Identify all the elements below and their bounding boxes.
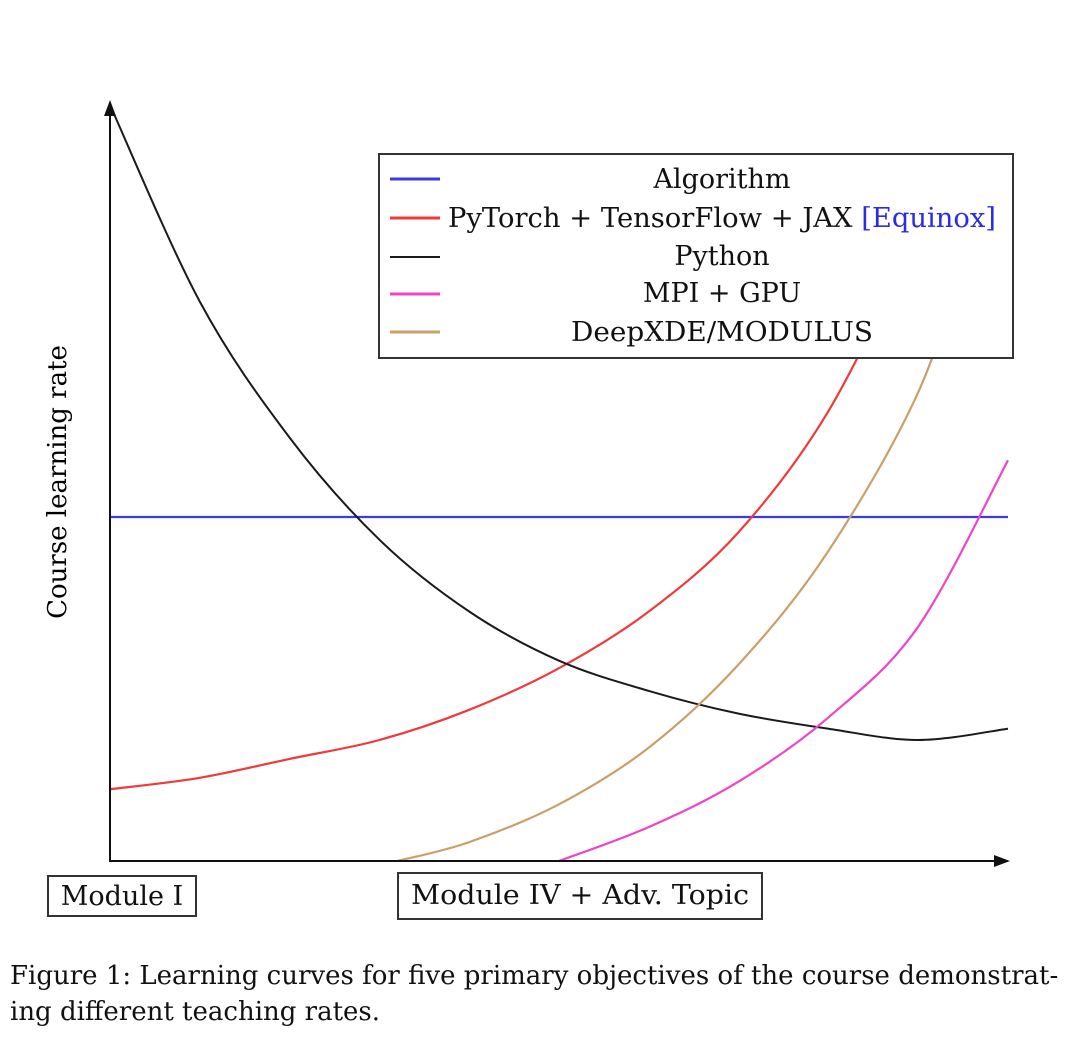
- figure-caption: Figure 1: Learning curves for five prima…: [10, 961, 1059, 1027]
- series-line-pytorch: [110, 233, 920, 791]
- x-tick-module-1: Module I: [47, 875, 197, 917]
- series-line-deepxde: [397, 233, 974, 860]
- legend-label-pytorch: PyTorch + TensorFlow + JAX [Equinox]: [448, 203, 996, 234]
- legend-label-deepxde: DeepXDE/MODULUS: [571, 317, 873, 348]
- legend-label-mpi: MPI + GPU: [643, 278, 801, 309]
- y-axis-arrowhead: [104, 100, 116, 116]
- series-line-mpi: [558, 459, 1009, 860]
- x-axis-arrowhead: [994, 855, 1010, 867]
- learning-curves-chart: Course learning rate Algorithm PyTorch +…: [43, 100, 1014, 920]
- y-axis-label: Course learning rate: [43, 345, 73, 619]
- legend-label-algorithm: Algorithm: [652, 164, 790, 195]
- x-tick-module-4: Module IV + Adv. Topic: [397, 872, 763, 920]
- x-tick-label: Module IV + Adv. Topic: [411, 880, 749, 911]
- legend-label-equinox: [Equinox]: [861, 203, 996, 234]
- legend-label-python: Python: [674, 241, 769, 272]
- x-tick-label: Module I: [61, 881, 183, 912]
- series-line-python: [110, 104, 1009, 742]
- legend-box: [378, 153, 1014, 359]
- legend: Algorithm PyTorch + TensorFlow + JAX [Eq…: [378, 153, 1014, 359]
